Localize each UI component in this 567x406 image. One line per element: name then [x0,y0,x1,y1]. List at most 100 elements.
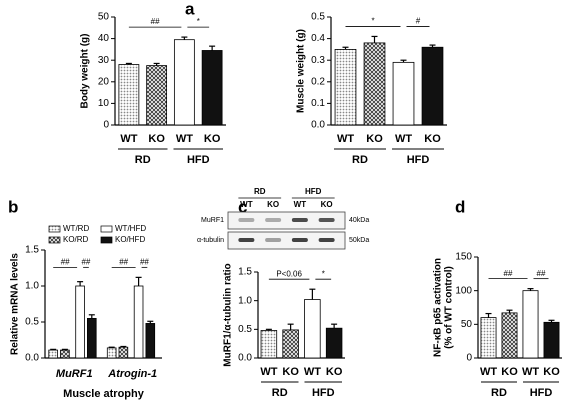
y-tick-label: 0 [466,353,472,364]
blot-group-label: HFD [305,187,322,196]
panel-label: a [185,0,195,18]
y-tick-label: 0.0 [311,120,325,131]
blot-band [318,218,335,222]
bar [106,347,117,359]
x-tick-label: WT [260,366,277,378]
significance-label: ## [151,17,160,26]
y-tick-label: 20 [98,76,110,87]
bar [48,349,58,359]
group-label: HFD [530,387,553,399]
y-tick-label: 0.5 [238,324,252,335]
bar [145,323,156,359]
y-tick-label: 10 [98,98,110,109]
y-tick-label: 100 [455,285,472,296]
blot-band-label: α-tubulin [197,237,224,244]
blot-band [238,238,255,242]
bar [146,65,168,126]
x-tick-label: KO [282,366,299,378]
y-tick-label: 50 [461,319,473,330]
group-label: HFD [407,154,430,166]
significance-label: ## [140,257,149,266]
blot-band [265,218,282,222]
y-tick-label: 0.0 [238,353,252,364]
panel-label: c [238,197,247,216]
x-tick-label: KO [424,133,441,145]
x-tick-label: KO [204,133,221,145]
y-tick-label: 0.2 [311,76,325,87]
bar [480,317,497,359]
y-tick-label: 150 [455,252,472,263]
group-label: RD [491,387,507,399]
bar [522,290,539,359]
y-axis-label: (% of WT control) [444,266,455,349]
legend-swatch [100,236,113,244]
legend-swatch [48,225,61,233]
bar [133,285,144,359]
blot-group-label: RD [254,187,266,196]
x-tick-label: KO [543,366,560,378]
significance-label: * [371,17,374,26]
x-tick-label: MuRF1 [56,368,93,380]
bar [118,346,129,359]
significance-label: * [197,17,200,26]
x-tick-label: KO [501,366,518,378]
blot-frame [227,231,346,250]
y-tick-label: 30 [98,55,110,66]
x-tick-label: Atrogin-1 [107,368,157,380]
group-label: RD [135,154,151,166]
x-tick-label: WT [120,133,137,145]
significance-label: * [322,269,325,278]
bar [260,330,278,359]
y-tick-label: 1.5 [25,245,39,256]
y-tick-label: 1.0 [238,295,252,306]
y-tick-label: 50 [98,12,110,23]
blot-band [265,238,282,242]
y-tick-label: 0 [103,120,109,131]
significance-label: P<0.06 [276,269,302,278]
y-axis-label: Body weight (g) [80,34,91,109]
group-label: HFD [312,387,335,399]
bar [75,285,85,359]
blot-band [238,218,255,222]
y-tick-label: 0.4 [311,33,325,44]
bar [87,317,97,359]
bar [501,312,518,359]
blot-lane-label: KO [267,200,279,209]
bar [392,61,415,126]
significance-label: ## [537,269,546,278]
y-tick-label: 0.5 [25,317,39,328]
blot-size-label: 40kDa [349,217,369,224]
blot-band [318,238,335,242]
bar [421,46,444,126]
bar [334,49,357,126]
y-tick-label: 40 [98,33,110,44]
y-axis-label: Relative mRNA levels [10,253,21,355]
legend-label: KO/HFD [115,235,145,244]
x-tick-label: WT [522,366,539,378]
y-tick-label: 0.3 [311,55,325,66]
y-axis-label: MuRF1/α-tubulin ratio [223,263,234,366]
panel-label: d [455,197,465,216]
y-tick-label: 0.5 [311,12,325,23]
blot-lane-label: WT [240,200,253,209]
significance-label: ## [504,269,513,278]
y-tick-label: 0.0 [25,353,39,364]
significance-label: ## [81,257,90,266]
bar [363,42,386,126]
blot-band-label: MuRF1 [201,217,224,224]
bar [543,321,560,359]
bar [282,329,299,359]
bar [325,327,343,359]
y-axis-label: Muscle weight (g) [296,29,307,113]
blot-band [291,218,308,222]
blot-lane-label: KO [321,200,333,209]
blot-band [291,238,308,242]
blot-size-label: 50kDa [349,237,369,244]
x-tick-label: KO [366,133,383,145]
blot-frame [227,211,346,230]
group-label: RD [272,387,288,399]
blot-lane-label: WT [294,200,307,209]
legend-label: WT/RD [63,224,89,233]
y-tick-label: 1.0 [25,281,39,292]
x-tick-label: WT [337,133,354,145]
